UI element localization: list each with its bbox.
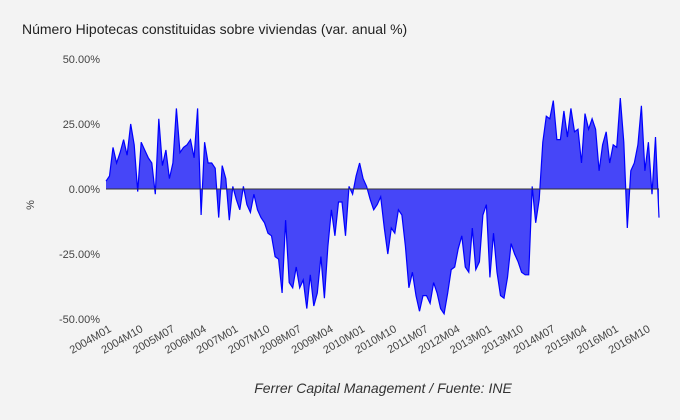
chart-source: Ferrer Capital Management / Fuente: INE [254, 380, 512, 396]
y-axis-label: % [25, 200, 37, 210]
y-tick-label: 25.00% [63, 119, 101, 131]
y-tick-label: 0.00% [69, 184, 100, 196]
y-tick-label: 50.00% [63, 54, 101, 66]
y-tick-label: -50.00% [59, 314, 100, 326]
chart-title: Número Hipotecas constituidas sobre vivi… [22, 21, 408, 37]
y-tick-label: -25.00% [59, 249, 100, 261]
series-area [106, 98, 659, 314]
series-line [105, 97, 660, 316]
